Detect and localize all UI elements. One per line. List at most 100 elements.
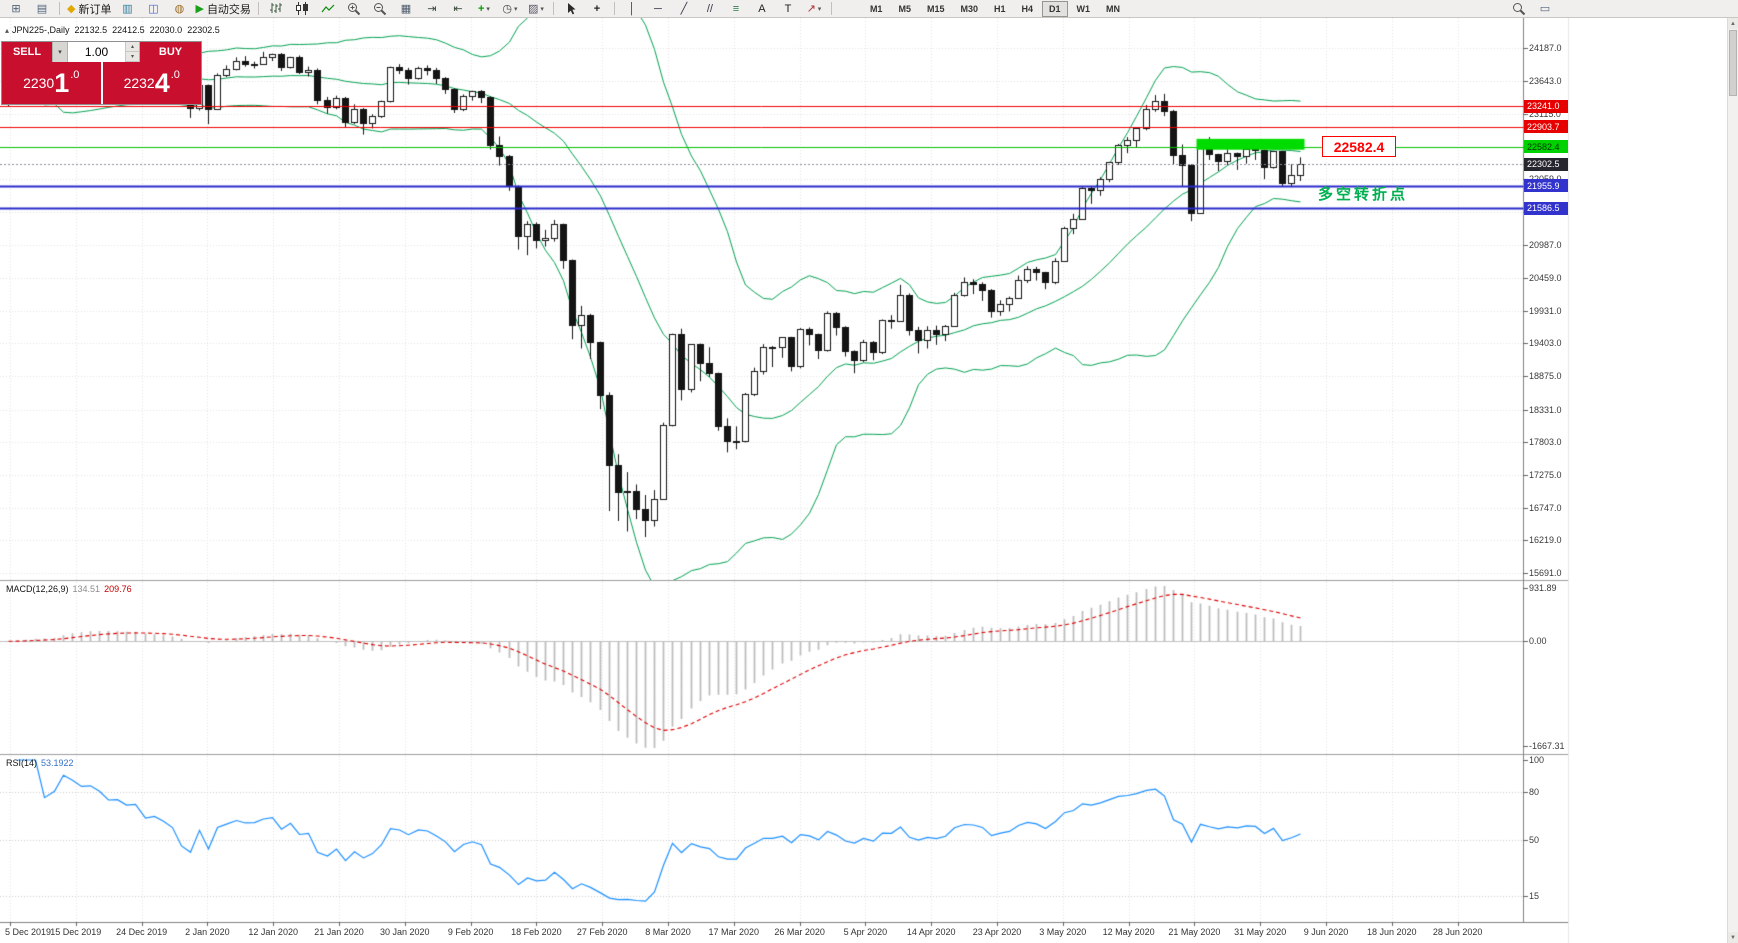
trendline-button[interactable]: ╱: [672, 1, 696, 17]
timeframe-h4-button[interactable]: H4: [1021, 3, 1034, 14]
help-button[interactable]: ▭: [1533, 1, 1557, 17]
vertical-line-button[interactable]: │: [620, 1, 644, 17]
sell-price-prefix: 2230: [23, 75, 55, 91]
strategy-tester-button[interactable]: ◍: [167, 1, 191, 17]
profiles-icon: ▤: [36, 2, 48, 15]
volume-input[interactable]: [68, 42, 125, 62]
search-button[interactable]: [1507, 1, 1531, 17]
market-watch-button[interactable]: ▥: [115, 1, 139, 17]
date-label: 12 Jan 2020: [248, 927, 298, 937]
scroll-up-button[interactable]: ▲: [1728, 18, 1738, 29]
tile-windows-button[interactable]: ▦: [394, 1, 418, 17]
timeframe-m30-button[interactable]: M30: [960, 3, 978, 14]
timeframe-h1-button[interactable]: H1: [994, 3, 1006, 14]
price-axis-label: 18875.0: [1529, 371, 1562, 382]
line-chart-icon: [321, 3, 335, 15]
timeframe-m5-button[interactable]: M5: [898, 3, 911, 14]
timeframe-m15-button[interactable]: M15: [926, 3, 945, 14]
rsi-axis-label: 50: [1529, 835, 1540, 845]
periods-icon: ◷: [502, 2, 512, 15]
timeframe-switcher: M1 M5 M15 M30 H1 H4 D1 W1 MN: [862, 0, 1128, 17]
price-callout-box[interactable]: 22582.4: [1322, 136, 1396, 157]
new-order-icon: ◆: [67, 2, 76, 15]
scroll-down-button[interactable]: ▼: [1728, 932, 1738, 943]
arrows-icon: ↗: [806, 2, 816, 15]
data-window-button[interactable]: ◫: [141, 1, 165, 17]
price-divider: [100, 62, 103, 104]
zoom-out-button[interactable]: [368, 1, 392, 17]
price-scale[interactable]: 24187.023643.023115.022587.022059.021531…: [1523, 18, 1569, 922]
caret-down-icon: ▾: [817, 5, 822, 13]
arrows-button[interactable]: ↗ ▾: [802, 1, 826, 17]
horizontal-line-icon: ─: [654, 2, 662, 15]
bar-chart-button[interactable]: [264, 1, 288, 17]
buy-price-decimal: .0: [170, 69, 180, 81]
date-label: 18 Jun 2020: [1367, 927, 1417, 937]
timeframe-d1-button[interactable]: D1: [1042, 0, 1068, 17]
rsi-axis-label: 15: [1529, 891, 1540, 901]
price-axis-label: 19931.0: [1529, 305, 1562, 316]
date-label: 27 Feb 2020: [576, 927, 628, 937]
autotrading-button[interactable]: ▶ 自动交易: [193, 1, 252, 17]
new-chart-button[interactable]: ⊞: [4, 1, 28, 17]
line-chart-button[interactable]: [316, 1, 340, 17]
macd-title: MACD(12,26,9): [6, 584, 69, 594]
timeframe-m1-button[interactable]: M1: [869, 3, 883, 14]
new-chart-icon: ⊞: [11, 2, 21, 15]
volume-stepper: ▴ ▾: [125, 42, 139, 62]
data-window-icon: ◫: [148, 2, 159, 15]
text-button[interactable]: A: [750, 1, 774, 17]
auto-scroll-button[interactable]: ⇥: [420, 1, 444, 17]
fibonacci-button[interactable]: ≡: [724, 1, 748, 17]
buy-price[interactable]: 2232 4.0: [102, 62, 201, 104]
rsi-axis-label: 100: [1529, 755, 1545, 765]
sell-price-big-digit: 1: [54, 67, 70, 98]
date-label: 30 Jan 2020: [380, 927, 430, 937]
date-label: 28 Jun 2020: [1432, 927, 1483, 937]
date-label: 17 Mar 2020: [708, 927, 760, 937]
turning-point-label[interactable]: 多空转折点: [1318, 186, 1409, 203]
volume-down-button[interactable]: ▾: [126, 52, 139, 62]
price-axis-label: 23115.0: [1529, 108, 1561, 119]
symbol-info: ▴ JPN225-,Daily 22132.5 22412.5 22030.0 22302…: [5, 25, 220, 35]
sell-button[interactable]: SELL: [2, 42, 52, 62]
zoom-in-icon: [347, 2, 361, 16]
date-label: 5 Apr 2020: [843, 927, 888, 937]
periods-button[interactable]: ◷ ▾: [498, 1, 522, 17]
volume-dropdown-button[interactable]: ▾: [52, 42, 68, 62]
toolbar-separator: [59, 2, 60, 15]
text-icon: A: [758, 2, 766, 15]
crosshair-button[interactable]: +: [585, 1, 609, 17]
autotrading-label: 自动交易: [206, 3, 251, 16]
time-axis[interactable]: 5 Dec 2019 15 Dec 2019 24 Dec 2019 2 Jan 20…: [0, 923, 1570, 943]
vertical-scrollbar[interactable]: ▲ ▼: [1727, 18, 1738, 943]
profiles-button[interactable]: ▤: [30, 1, 54, 17]
sell-price[interactable]: 2230 1.0: [2, 62, 101, 104]
indicators-button[interactable]: + ▾: [472, 1, 496, 17]
caret-down-icon: ▾: [486, 5, 490, 13]
chart-shift-button[interactable]: ⇤: [446, 1, 470, 17]
zoom-in-button[interactable]: [342, 1, 366, 17]
horizontal-line-button[interactable]: ─: [646, 1, 670, 17]
toolbar-separator: [613, 2, 615, 15]
date-label: 24 Dec 2019: [116, 927, 168, 937]
text-label-button[interactable]: T: [776, 1, 800, 17]
collapse-panel-icon[interactable]: ▴: [5, 26, 10, 35]
candle-chart-icon: [295, 2, 309, 15]
price-axis-label: 20459.0: [1529, 273, 1562, 284]
timeframe-w1-button[interactable]: W1: [1076, 3, 1091, 14]
templates-button[interactable]: ▨ ▾: [524, 1, 548, 17]
price-axis-label: 16747.0: [1529, 502, 1562, 513]
cursor-button[interactable]: [559, 1, 583, 17]
buy-button[interactable]: BUY: [140, 42, 201, 62]
channel-button[interactable]: //: [698, 1, 722, 17]
volume-up-button[interactable]: ▴: [126, 42, 139, 52]
new-order-button[interactable]: ◆ 新订单: [65, 1, 113, 17]
price-axis-label: 17275.0: [1529, 469, 1562, 480]
scrollbar-thumb[interactable]: [1729, 30, 1737, 96]
timeframe-mn-button[interactable]: MN: [1106, 3, 1121, 14]
zoom-out-icon: [373, 2, 387, 16]
macd-indicator-label: MACD(12,26,9) 134.51 209.76: [6, 584, 132, 594]
candle-chart-button[interactable]: [290, 1, 314, 17]
